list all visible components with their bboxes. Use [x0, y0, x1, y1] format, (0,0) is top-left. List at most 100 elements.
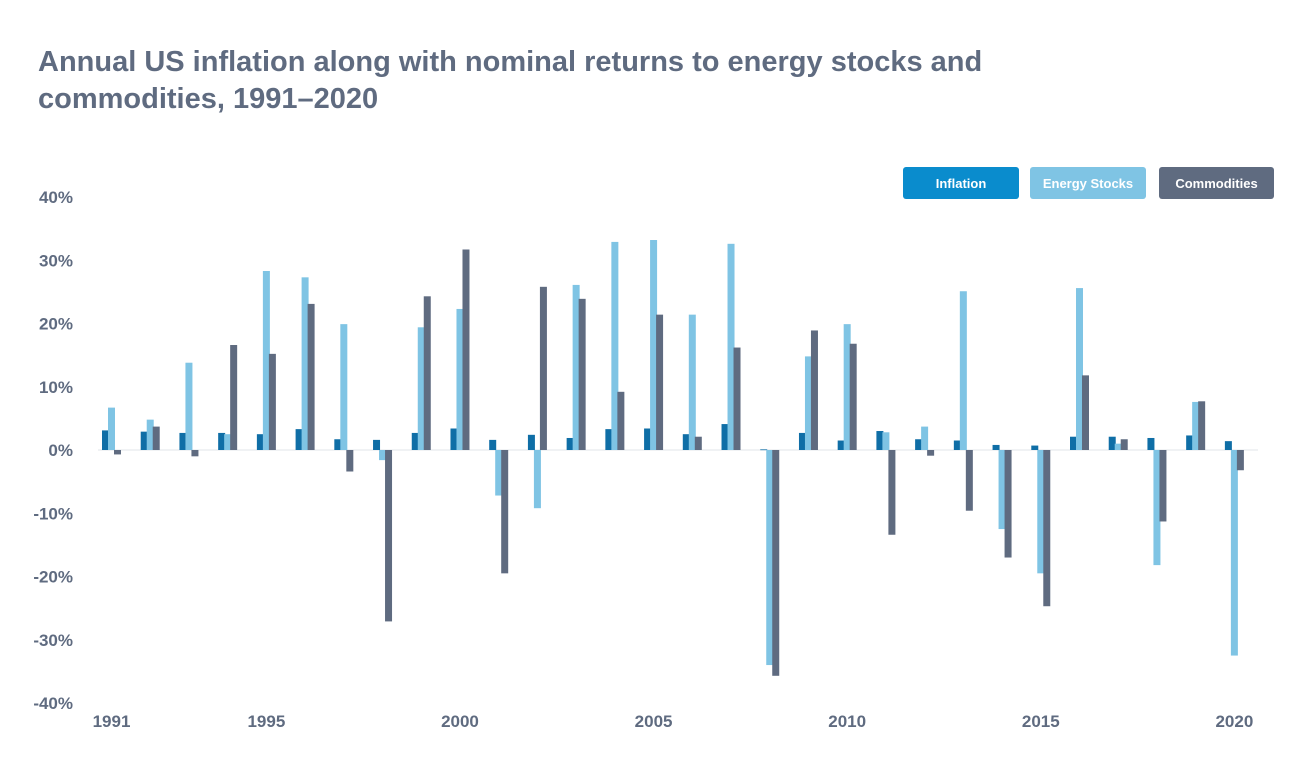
bar-inflation-2009 [798, 432, 806, 450]
bar-commodities-2018 [1159, 450, 1167, 522]
y-tick-label: 10% [39, 378, 73, 397]
x-tick-label: 2005 [635, 712, 673, 731]
bar-commodities-2010 [849, 343, 857, 450]
bar-inflation-2018 [1147, 437, 1155, 450]
bar-inflation-2011 [876, 431, 884, 450]
bar-energy-stocks-2011 [882, 432, 890, 450]
bar-inflation-2014 [992, 444, 1000, 450]
bar-commodities-2013 [965, 450, 973, 511]
bar-energy-stocks-2005 [650, 240, 658, 450]
x-tick-label: 2015 [1022, 712, 1060, 731]
bar-energy-stocks-2008 [766, 450, 774, 666]
bar-energy-stocks-2002 [533, 450, 541, 509]
bar-energy-stocks-1993 [185, 362, 193, 450]
bar-energy-stocks-1992 [146, 419, 154, 450]
bar-inflation-2015 [1031, 445, 1039, 450]
bar-inflation-2002 [527, 434, 535, 450]
y-tick-label: -40% [33, 694, 73, 713]
bar-inflation-2017 [1108, 436, 1116, 450]
bar-commodities-2006 [694, 436, 702, 450]
bar-inflation-1992 [140, 431, 148, 450]
y-tick-label: -30% [33, 631, 73, 650]
bar-commodities-1994 [230, 345, 238, 450]
bar-energy-stocks-2003 [572, 284, 580, 450]
bar-commodities-2019 [1198, 401, 1206, 450]
bar-inflation-2008 [760, 449, 768, 451]
bar-commodities-2015 [1043, 450, 1051, 607]
y-tick-label: 0% [48, 441, 73, 460]
bar-inflation-2003 [566, 437, 574, 450]
y-axis: 40% 30% 20% 10% 0% -10% -20% -30% -40% [33, 188, 73, 713]
bar-inflation-1991 [102, 430, 109, 450]
x-tick-label: 1991 [93, 712, 131, 731]
bar-inflation-1993 [179, 432, 187, 450]
bar-inflation-2013 [953, 440, 961, 450]
bar-commodities-1992 [152, 426, 160, 450]
x-axis: 1991 1995 2000 2005 2010 2015 2020 [93, 712, 1254, 731]
bar-commodities-2008 [772, 450, 780, 676]
bar-inflation-1995 [256, 434, 264, 450]
bar-energy-stocks-2019 [1192, 401, 1200, 450]
y-tick-label: 20% [39, 315, 73, 334]
bar-commodities-1993 [191, 450, 199, 457]
bar-commodities-2020 [1236, 450, 1244, 471]
bar-inflation-1996 [295, 429, 303, 450]
bar-energy-stocks-2014 [998, 450, 1006, 530]
bar-commodities-2002 [539, 286, 547, 450]
y-tick-label: -20% [33, 568, 73, 587]
bar-commodities-2012 [927, 450, 935, 456]
bar-energy-stocks-2001 [495, 450, 503, 496]
bar-commodities-2016 [1082, 375, 1089, 450]
bar-commodities-2007 [733, 347, 741, 450]
bar-energy-stocks-2004 [611, 241, 619, 450]
bar-energy-stocks-2009 [804, 356, 812, 450]
bar-inflation-2004 [605, 429, 613, 450]
bar-inflation-2001 [489, 439, 497, 450]
bar-inflation-1998 [373, 439, 381, 450]
bar-commodities-1991 [114, 450, 121, 455]
y-tick-label: 40% [39, 188, 73, 207]
bar-energy-stocks-2017 [1114, 443, 1122, 450]
bar-energy-stocks-1995 [262, 271, 270, 450]
bar-commodities-1995 [268, 353, 276, 450]
bar-inflation-2005 [644, 428, 652, 450]
bar-commodities-2001 [501, 450, 509, 574]
bar-commodities-1999 [423, 296, 431, 450]
bar-inflation-1997 [334, 439, 342, 450]
x-tick-label: 2010 [828, 712, 866, 731]
bar-inflation-2016 [1070, 436, 1077, 450]
bar-commodities-2003 [578, 298, 586, 450]
bar-energy-stocks-1991 [108, 407, 115, 450]
x-tick-label: 1995 [247, 712, 285, 731]
bar-energy-stocks-2013 [959, 291, 967, 450]
chart-title: Annual US inflation along with nominal r… [38, 46, 983, 115]
legend-energy-stocks: Energy Stocks [1030, 167, 1146, 199]
bar-inflation-1994 [218, 432, 226, 450]
bar-commodities-1996 [307, 303, 315, 450]
bar-commodities-2017 [1120, 439, 1128, 450]
bar-inflation-2000 [450, 428, 458, 450]
bar-energy-stocks-2015 [1037, 450, 1045, 574]
bar-commodities-2000 [462, 249, 470, 450]
bar-energy-stocks-2006 [688, 314, 696, 450]
x-tick-label: 2000 [441, 712, 479, 731]
bar-energy-stocks-2007 [727, 243, 735, 450]
bar-energy-stocks-2018 [1153, 450, 1161, 566]
bar-inflation-1999 [411, 432, 419, 450]
bar-commodities-2011 [888, 450, 896, 535]
bar-energy-stocks-1994 [224, 434, 232, 450]
bar-commodities-2014 [1004, 450, 1012, 558]
bar-inflation-2020 [1224, 441, 1232, 450]
x-tick-label: 2020 [1215, 712, 1253, 731]
bar-inflation-2006 [682, 434, 690, 450]
legend-commodities: Commodities [1159, 167, 1274, 199]
bar-energy-stocks-2012 [921, 426, 929, 450]
y-tick-label: -10% [33, 504, 73, 523]
bar-inflation-2019 [1186, 435, 1194, 450]
bar-inflation-2007 [721, 424, 729, 450]
bar-energy-stocks-2016 [1076, 288, 1083, 450]
bar-commodities-1997 [346, 450, 354, 472]
bar-energy-stocks-2000 [456, 308, 464, 450]
bar-inflation-2010 [837, 440, 845, 450]
